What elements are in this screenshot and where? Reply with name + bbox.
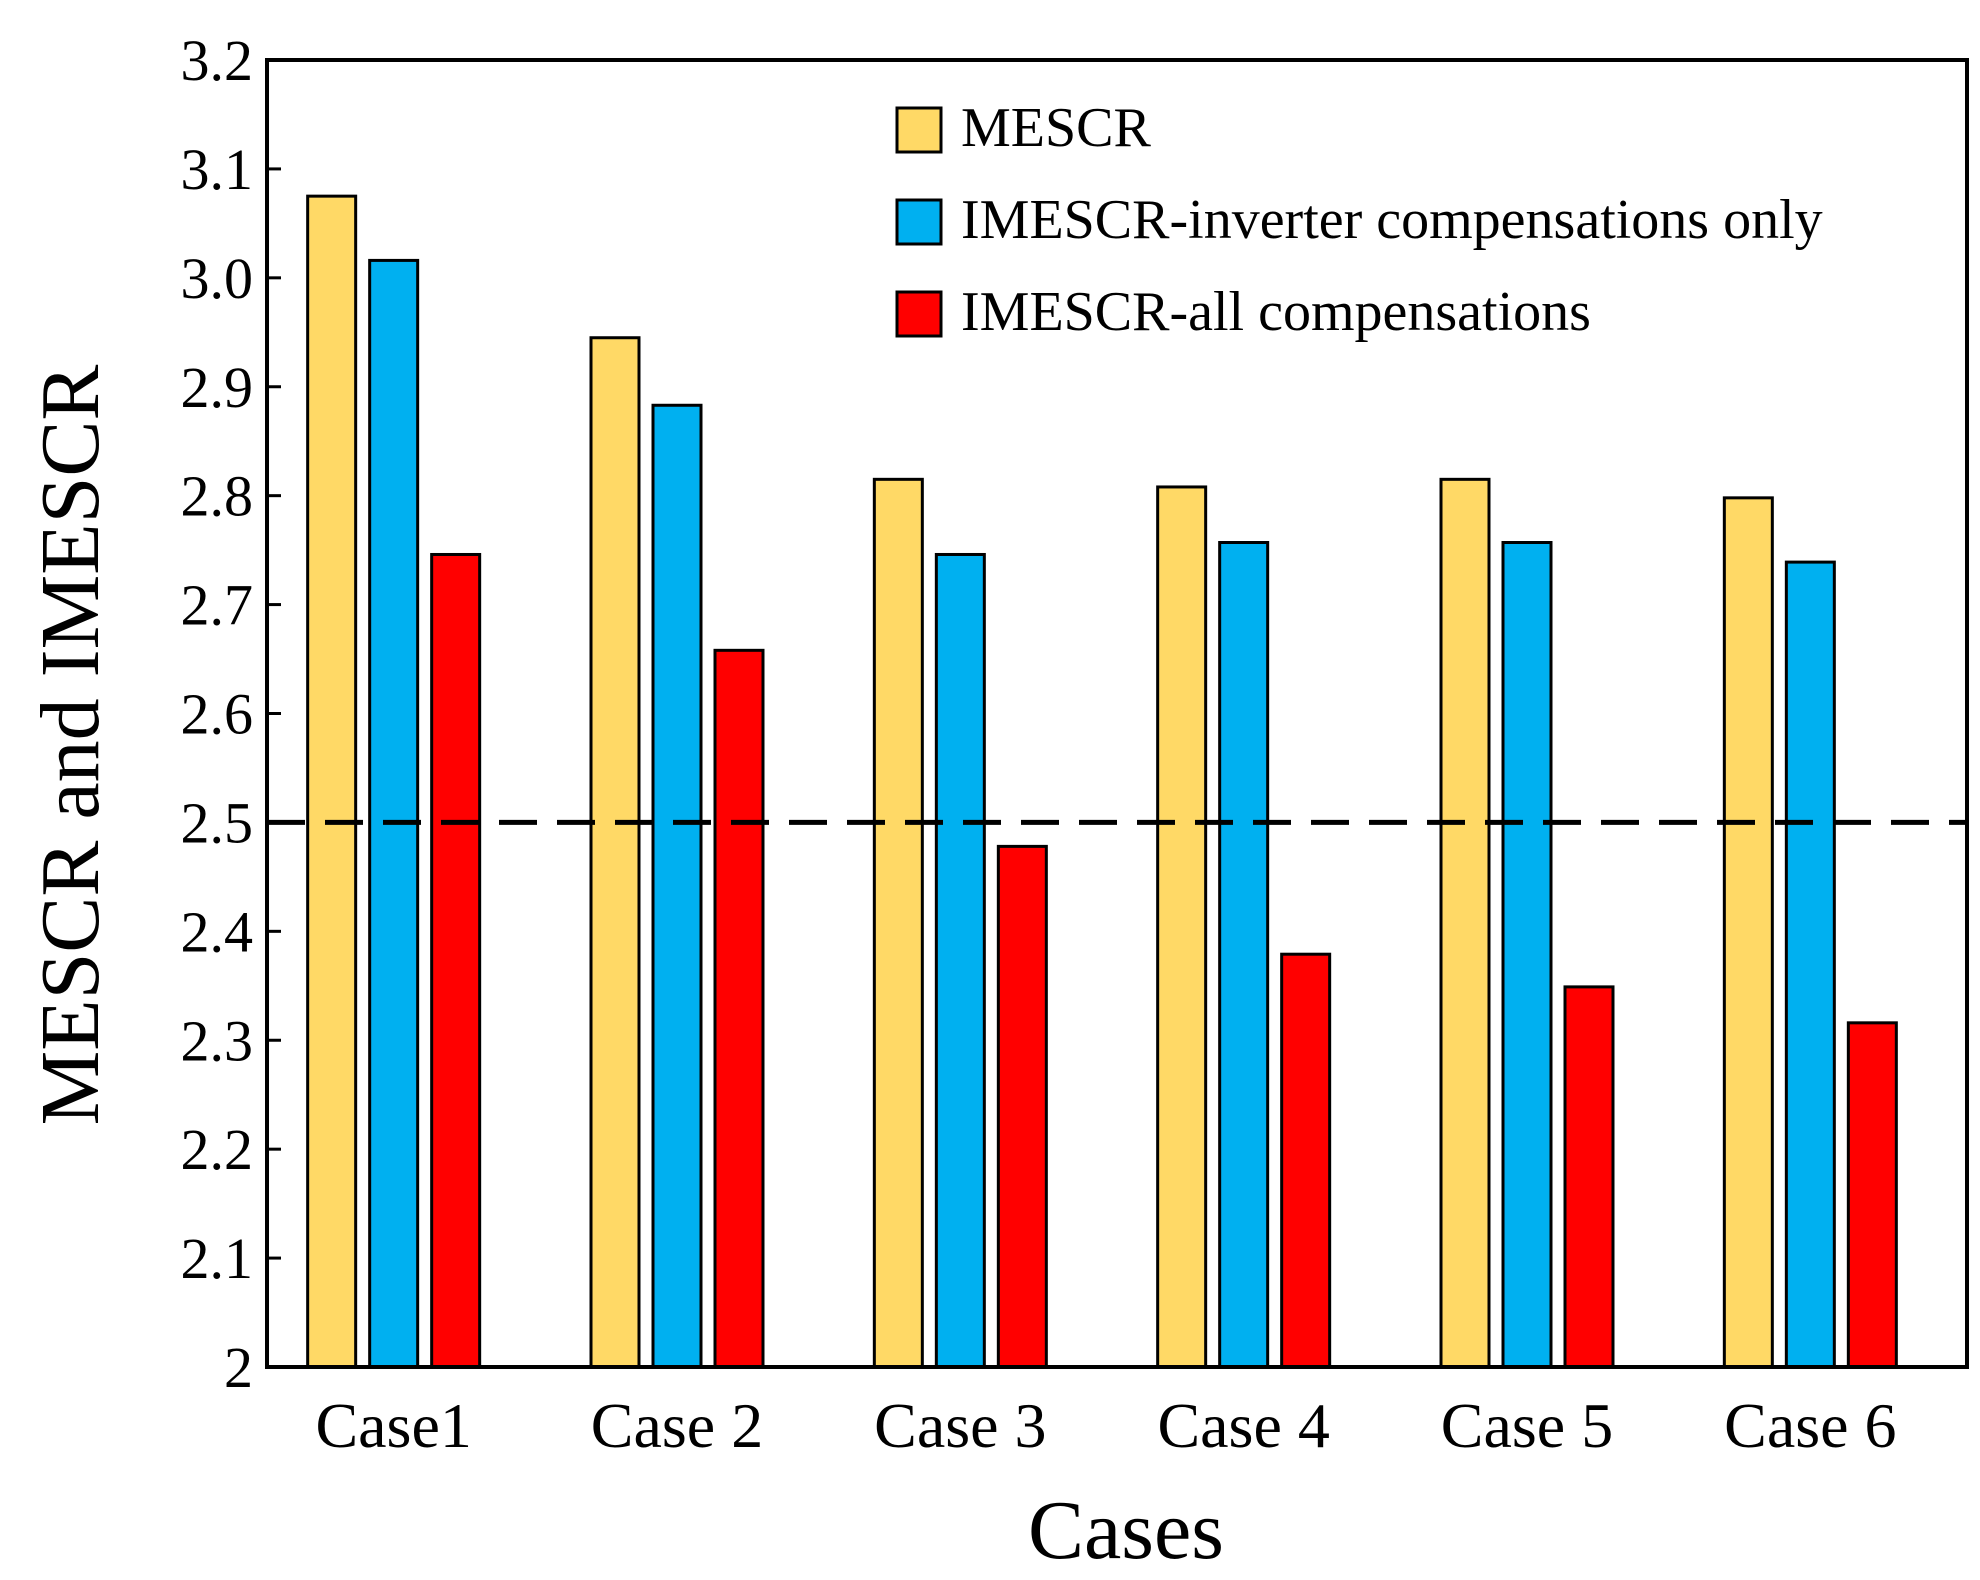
bar-1-1 — [306, 194, 358, 1369]
bar-2-5 — [1501, 541, 1553, 1369]
bar-3-2 — [713, 648, 765, 1369]
y-tick-label: 2.9 — [181, 355, 254, 420]
legend-label-1: MESCR — [961, 97, 1151, 159]
bar-2-3 — [934, 552, 986, 1369]
x-tick-label: Case1 — [315, 1390, 471, 1461]
y-tick-label: 3.1 — [181, 137, 254, 202]
y-tick-label: 2.5 — [181, 790, 254, 855]
legend: MESCR IMESCR-inverter compensations only I… — [895, 97, 1823, 343]
x-tick-label: Case 6 — [1724, 1390, 1896, 1461]
y-tick-label: 2.7 — [181, 573, 254, 638]
y-tick-label: 2.8 — [181, 464, 254, 529]
y-tick-label: 3.2 — [181, 28, 254, 93]
bar-1-2 — [589, 336, 641, 1369]
y-tick-label: 3.0 — [181, 246, 254, 311]
bar-1-4 — [1156, 485, 1208, 1369]
y-tick-label: 2.6 — [181, 682, 254, 747]
x-tick-label: Case 2 — [591, 1390, 763, 1461]
y-tick-label: 2.2 — [181, 1117, 254, 1182]
bar-2-4 — [1218, 541, 1270, 1369]
bar-3-3 — [996, 844, 1048, 1369]
y-tick-label: 2.3 — [181, 1008, 254, 1073]
x-tick-label: Case 4 — [1157, 1390, 1329, 1461]
legend-label-3: IMESCR-all compensations — [961, 281, 1591, 343]
y-axis-ticks: 2 2.1 2.2 2.3 2.4 2.5 2.6 2.7 2.8 2.9 3.0 3.1 3.2 — [181, 28, 281, 1400]
x-tick-label: Case 5 — [1441, 1390, 1613, 1461]
x-axis-ticks: Case1 Case 2 Case 3 Case 4 Case 5 Case 6 — [315, 1390, 1896, 1461]
x-axis-title: Cases — [1028, 1484, 1224, 1577]
bar-2-2 — [651, 403, 703, 1369]
y-axis-title: MESCR and IMESCR — [24, 365, 117, 1126]
bar-3-1 — [430, 552, 482, 1369]
bar-1-6 — [1722, 496, 1774, 1369]
bar-3-5 — [1563, 985, 1615, 1369]
y-tick-label: 2.4 — [181, 899, 254, 964]
legend-label-2: IMESCR-inverter compensations only — [961, 189, 1823, 251]
bar-2-6 — [1784, 560, 1836, 1369]
y-tick-label: 2 — [224, 1335, 253, 1400]
y-tick-label: 2.1 — [181, 1226, 254, 1291]
bar-3-6 — [1846, 1021, 1898, 1369]
bars-layer — [306, 194, 1898, 1369]
bar-2-1 — [368, 258, 420, 1369]
bar-1-3 — [872, 477, 924, 1369]
legend-swatch-1 — [895, 106, 943, 154]
bar-1-5 — [1439, 477, 1491, 1369]
x-tick-label: Case 3 — [874, 1390, 1046, 1461]
legend-swatch-2 — [895, 198, 943, 246]
bar-3-4 — [1280, 952, 1332, 1369]
legend-swatch-3 — [895, 290, 943, 338]
plot-frame — [265, 58, 1969, 1369]
